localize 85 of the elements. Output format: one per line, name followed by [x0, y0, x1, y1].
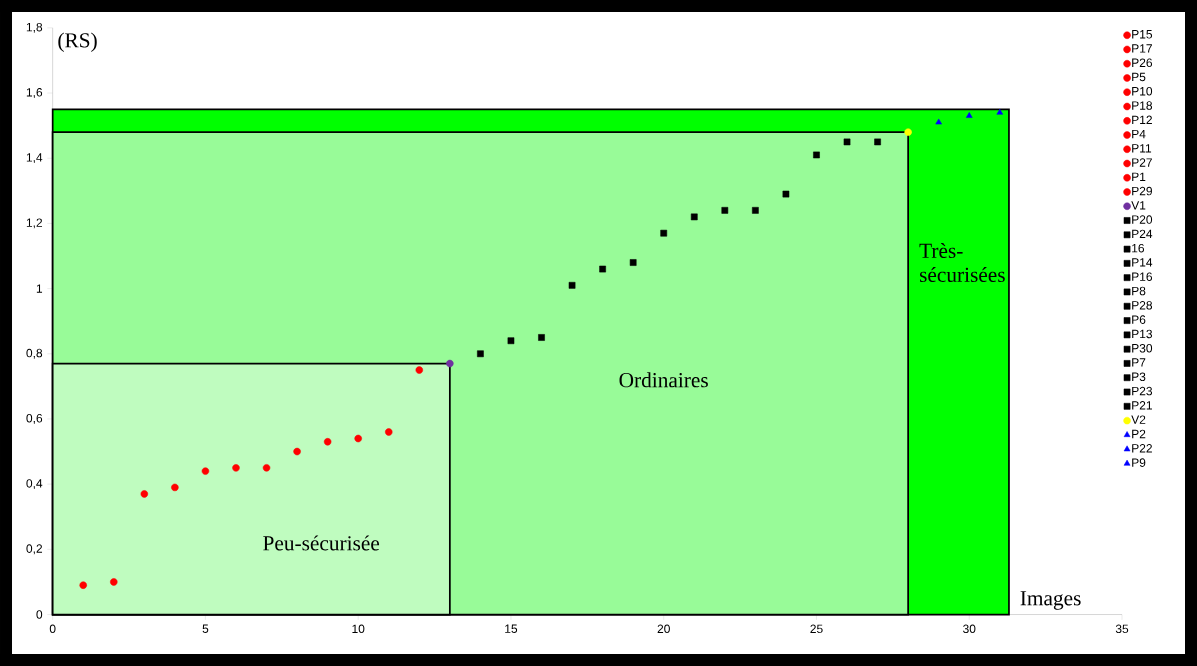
- legend-label: V2: [1131, 415, 1146, 424]
- y-tick-label: 1,2: [26, 218, 43, 229]
- x-tick-label: 35: [1115, 624, 1129, 634]
- x-tick-label: 10: [352, 624, 365, 634]
- legend-label: P1: [1132, 172, 1146, 181]
- point: [965, 112, 973, 118]
- legend-label: P18: [1132, 101, 1153, 110]
- legend-label: P5: [1132, 72, 1146, 82]
- legend-label: P24: [1132, 229, 1153, 239]
- x-tick-label: 30: [963, 624, 976, 634]
- legend-label: P6: [1132, 315, 1146, 324]
- point: [629, 259, 637, 266]
- y-tick-label: 0,2: [26, 544, 43, 555]
- point: [782, 190, 790, 198]
- point: [79, 581, 87, 589]
- legend-label: P29: [1132, 186, 1152, 196]
- x-tick-label: 25: [810, 624, 823, 634]
- legend-label: P17: [1132, 44, 1152, 53]
- legend-label: V1: [1131, 201, 1146, 210]
- x-tick-label: 5: [202, 624, 209, 633]
- point: [171, 483, 179, 492]
- legend-label: P15: [1132, 30, 1153, 39]
- point: [232, 464, 240, 472]
- point: [446, 359, 454, 368]
- point: [568, 282, 576, 289]
- point: [323, 438, 332, 446]
- annotation: Peu-sécurisée: [263, 535, 380, 551]
- point: [935, 118, 942, 125]
- legend-label: P22: [1132, 444, 1152, 453]
- point: [874, 138, 881, 146]
- legend-label: P7: [1132, 358, 1146, 367]
- point: [110, 578, 118, 586]
- point: [996, 108, 1004, 115]
- point: [599, 265, 606, 273]
- point: [813, 151, 820, 159]
- y-tick-label: 1: [36, 284, 43, 293]
- point: [415, 366, 424, 374]
- y-tick-label: 0,6: [26, 414, 43, 424]
- legend-label: P13: [1132, 329, 1153, 339]
- annotation: Très-sécurisées: [919, 243, 1005, 283]
- y-tick-label: 1,6: [26, 88, 43, 98]
- y-axis-title: (RS): [58, 32, 97, 52]
- point: [140, 490, 149, 498]
- legend-label: P30: [1132, 344, 1153, 353]
- legend-label: P3: [1132, 372, 1146, 382]
- legend-label: P8: [1132, 286, 1146, 296]
- point: [385, 428, 393, 436]
- legend-label: P27: [1132, 158, 1152, 167]
- y-tick-label: 0,8: [26, 348, 43, 359]
- point: [538, 334, 545, 341]
- legend-label: P12: [1132, 115, 1152, 125]
- x-axis-title: Images: [1020, 591, 1081, 610]
- point: [752, 207, 759, 214]
- point: [262, 464, 271, 472]
- legend-label: P4: [1132, 129, 1146, 139]
- point: [904, 128, 912, 136]
- point: [690, 213, 698, 221]
- y-tick-label: 1,8: [26, 22, 43, 33]
- point: [477, 350, 484, 358]
- legend-label: P28: [1132, 301, 1153, 310]
- point: [507, 337, 515, 345]
- point: [721, 207, 729, 214]
- legend-label: P2: [1132, 429, 1146, 439]
- legend-label: P14: [1132, 258, 1153, 267]
- legend-label: P9: [1132, 458, 1146, 467]
- legend-label: P26: [1132, 58, 1153, 68]
- annotation: Ordinaires: [619, 372, 708, 388]
- legend-label: P23: [1132, 386, 1153, 396]
- legend-label: P20: [1132, 215, 1153, 224]
- y-tick-label: 0,4: [26, 479, 43, 490]
- x-tick-label: 15: [505, 624, 518, 633]
- point: [293, 447, 301, 456]
- point: [660, 229, 668, 237]
- point: [201, 467, 210, 475]
- legend-label: P21: [1132, 401, 1152, 410]
- legend-label: P11: [1132, 144, 1152, 153]
- point: [354, 434, 362, 443]
- y-tick-label: 0: [36, 610, 43, 619]
- legend-label: 16: [1132, 243, 1145, 253]
- legend-label: P10: [1132, 87, 1153, 96]
- y-tick-label: 1,4: [26, 153, 43, 164]
- x-tick-label: 20: [657, 624, 670, 634]
- point: [843, 138, 851, 146]
- x-tick-label: 0: [49, 624, 56, 634]
- legend-label: P16: [1132, 272, 1153, 281]
